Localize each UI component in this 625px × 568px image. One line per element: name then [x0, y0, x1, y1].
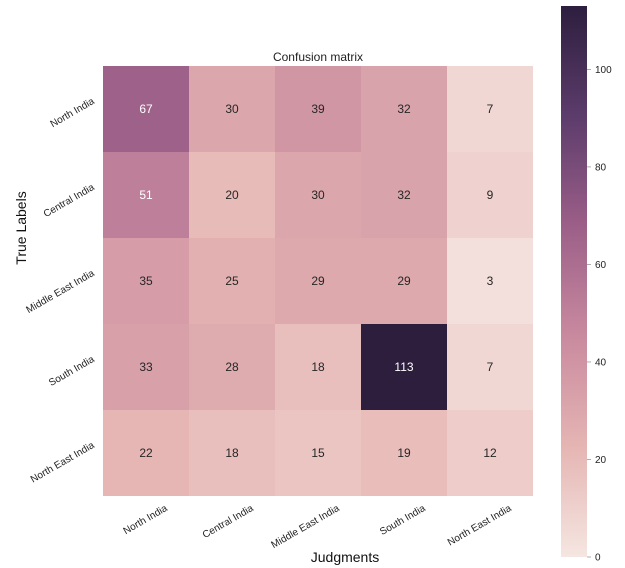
- cell-value-label: 51: [139, 188, 153, 202]
- cell-value-label: 18: [311, 360, 325, 374]
- heatmap-cell: [361, 66, 447, 152]
- heatmap-cell: [275, 66, 361, 152]
- heatmap-cell: [189, 238, 275, 324]
- heatmap-cell: [275, 238, 361, 324]
- cell-value-label: 32: [397, 188, 411, 202]
- cell-value-label: 22: [139, 446, 153, 460]
- y-tick-labels: North India Central India Middle East Indi…: [25, 96, 97, 486]
- heatmap-cell: [447, 152, 533, 238]
- heatmap-cells: 67 30 39 32 751 20 30 32 935 25 29 29 333 28 18 113 722 1…: [103, 66, 533, 496]
- heatmap-cell: [361, 324, 447, 410]
- colorbar-tick-label: 0: [595, 553, 601, 564]
- y-tick-label: Central India: [42, 182, 97, 220]
- cell-value-label: 113: [394, 360, 413, 374]
- x-axis-label: Judgments: [311, 549, 379, 565]
- y-tick-label: Middle East India: [25, 268, 97, 316]
- x-tick-label: North East India: [446, 503, 514, 549]
- heatmap-cell: [103, 152, 189, 238]
- heatmap-cell: [275, 324, 361, 410]
- cell-value-label: 3: [487, 274, 494, 288]
- cell-value-label: 12: [483, 446, 497, 460]
- heatmap-cell: [361, 152, 447, 238]
- heatmap-cell: [275, 152, 361, 238]
- heatmap-cell: [447, 324, 533, 410]
- cell-value-label: 15: [311, 446, 325, 460]
- cell-value-label: 25: [225, 274, 239, 288]
- heatmap-cell: [103, 66, 189, 152]
- cell-value-label: 30: [311, 188, 325, 202]
- cell-value-label: 39: [311, 102, 325, 116]
- heatmap-cell: [275, 410, 361, 496]
- heatmap-cell: [189, 66, 275, 152]
- colorbar-tick-label: 80: [595, 162, 607, 173]
- heatmap-cell: [189, 152, 275, 238]
- heatmap-cell: [103, 410, 189, 496]
- heatmap-cell: [189, 324, 275, 410]
- x-tick-label: South India: [378, 503, 428, 538]
- cell-value-label: 35: [139, 274, 153, 288]
- colorbar-tick-labels: 0 20 40 60 80 100: [587, 65, 612, 564]
- x-tick-label: Middle East India: [270, 503, 342, 551]
- heatmap-cell: [103, 324, 189, 410]
- heatmap-cell: [361, 238, 447, 324]
- colorbar-tick-label: 60: [595, 260, 607, 271]
- y-axis-label: True Labels: [13, 191, 29, 264]
- cell-value-label: 29: [311, 274, 325, 288]
- cell-value-label: 33: [139, 360, 153, 374]
- cell-value-label: 28: [225, 360, 239, 374]
- cell-value-label: 32: [397, 102, 411, 116]
- heatmap-cell: [447, 66, 533, 152]
- cell-value-label: 30: [225, 102, 239, 116]
- chart-title: Confusion matrix: [273, 50, 363, 64]
- cell-value-label: 20: [225, 188, 239, 202]
- y-tick-label: North India: [49, 96, 97, 130]
- cell-value-label: 9: [487, 188, 494, 202]
- x-tick-labels: North India Central India Middle East Indi…: [122, 503, 514, 551]
- y-tick-label: South India: [47, 354, 97, 389]
- x-tick-label: Central India: [201, 503, 256, 541]
- cell-value-label: 67: [139, 102, 153, 116]
- heatmap-cell: [361, 410, 447, 496]
- cell-value-label: 19: [397, 446, 411, 460]
- heatmap-cell: [103, 238, 189, 324]
- cell-value-label: 7: [487, 360, 494, 374]
- colorbar: [561, 6, 587, 557]
- heatmap-cell: [447, 238, 533, 324]
- cell-value-label: 18: [225, 446, 239, 460]
- cell-value-label: 7: [487, 102, 494, 116]
- cell-value-label: 29: [397, 274, 411, 288]
- x-tick-label: North India: [122, 503, 170, 537]
- colorbar-tick-label: 40: [595, 357, 607, 368]
- colorbar-tick-label: 100: [595, 65, 612, 76]
- heatmap-cell: [189, 410, 275, 496]
- colorbar-tick-label: 20: [595, 455, 607, 466]
- heatmap-cell: [447, 410, 533, 496]
- y-tick-label: North East India: [29, 440, 97, 486]
